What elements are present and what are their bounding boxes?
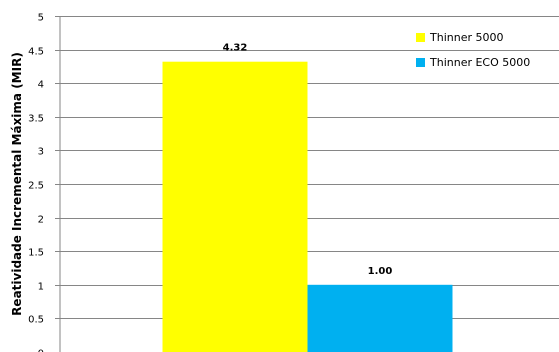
y-tick-label: 4.5 [28,47,44,58]
bar-thinner-5000 [162,61,308,352]
legend-swatch [416,58,425,67]
y-tick-label: 1 [38,282,44,293]
gridlines [60,16,559,319]
y-axis-title: Reatividade Incremental Máxima (MIR) [10,52,24,316]
legend: Thinner 5000 Thinner ECO 5000 [416,31,530,69]
y-tick-label: 4 [38,80,44,91]
data-label: 4.32 [223,43,248,54]
bar-thinner-eco-5000 [307,284,453,352]
y-tick-label: 0 [38,349,44,352]
y-tick-label: 0.5 [28,315,44,326]
axes [55,16,61,352]
y-tick-label: 3 [38,147,44,158]
y-tick-label: 3.5 [28,114,44,125]
legend-swatch [416,33,425,42]
y-tick-label: 5 [38,13,44,24]
y-tick-labels: 0 0.5 1 1.5 2 2.5 3 3.5 4 4.5 5 [28,13,44,352]
data-labels: 4.32 1.00 [223,43,393,277]
legend-label: Thinner ECO 5000 [429,56,530,69]
y-tick-label: 1.5 [28,248,44,259]
bars [162,61,453,352]
y-tick-label: 2.5 [28,181,44,192]
legend-label: Thinner 5000 [429,31,503,44]
data-label: 1.00 [368,266,393,277]
y-tick-label: 2 [38,215,44,226]
